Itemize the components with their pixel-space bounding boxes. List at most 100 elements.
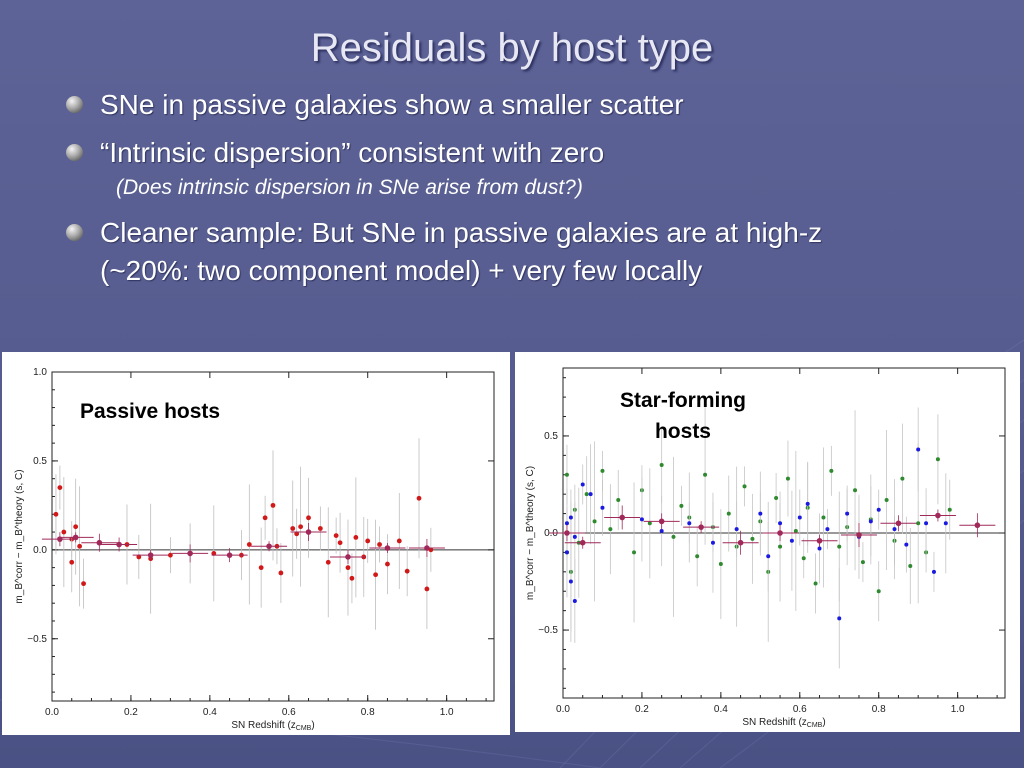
- starforming-green-point: [793, 529, 798, 534]
- starforming-blue-point: [924, 521, 929, 526]
- binned-mean-point: [116, 541, 122, 548]
- starforming-blue-point: [588, 492, 593, 497]
- starforming-blue-point: [904, 542, 909, 547]
- starforming-green-point: [584, 492, 589, 497]
- passive-data-point: [428, 547, 434, 553]
- x-tick-label: 0.0: [45, 707, 59, 718]
- starforming-green-point: [860, 560, 865, 565]
- bullet-sphere-icon: [66, 224, 83, 241]
- starforming-blue-point: [837, 616, 842, 621]
- y-axis-label: m_B^corr − m_B^theory (s, C): [525, 466, 536, 600]
- passive-data-point: [377, 542, 382, 547]
- starforming-green-point: [742, 484, 747, 489]
- x-axis-label: SN Redshift (zCMB): [231, 720, 314, 732]
- bullet-subnote: (Does intrinsic dispersion in SNe arise …: [116, 176, 583, 199]
- starforming-blue-point: [568, 515, 573, 520]
- binned-mean-point: [658, 518, 665, 525]
- passive-data-point: [385, 561, 390, 567]
- binned-mean-point: [564, 530, 570, 536]
- starforming-blue-point: [825, 527, 830, 532]
- bullet-text: “Intrinsic dispersion” consistent with z…: [100, 137, 605, 168]
- starforming-blue-point: [943, 521, 948, 526]
- starforming-blue-point: [600, 505, 605, 510]
- starforming-blue-point: [868, 519, 873, 524]
- passive-data-point: [136, 554, 142, 560]
- bullet-text: Cleaner sample: But SNe in passive galax…: [100, 217, 823, 248]
- x-tick-label: 0.8: [361, 707, 375, 718]
- passive-data-point: [416, 495, 422, 501]
- passive-data-point: [258, 565, 264, 571]
- starforming-green-point: [718, 562, 723, 567]
- passive-data-point: [73, 524, 79, 530]
- passive-data-point: [294, 531, 300, 537]
- y-tick-label: 0.0: [33, 545, 47, 556]
- starforming-blue-point: [639, 517, 644, 522]
- y-axis-label: m_B^corr − m_B^theory (s, C): [14, 469, 25, 603]
- passive-data-point: [345, 565, 351, 571]
- starforming-blue-point: [931, 569, 936, 574]
- starforming-green-point: [876, 589, 881, 594]
- passive-data-point: [349, 575, 355, 581]
- passive-data-point: [167, 552, 173, 558]
- binned-mean-point: [424, 545, 430, 551]
- starforming-green-point: [853, 488, 858, 493]
- starforming-blue-point: [572, 598, 577, 603]
- starforming-green-point: [679, 503, 684, 508]
- passive-data-point: [81, 581, 86, 587]
- passive-data-point: [270, 502, 276, 508]
- binned-mean-point: [895, 520, 902, 527]
- starforming-green-point: [750, 536, 755, 541]
- binned-mean-point: [96, 539, 103, 546]
- starforming-green-point: [821, 515, 826, 520]
- starforming-green-point: [703, 472, 708, 477]
- x-tick-label: 0.2: [124, 707, 138, 718]
- panel-title-label: hosts: [655, 420, 711, 443]
- binned-mean-point: [856, 532, 862, 538]
- binned-mean-point: [345, 554, 351, 560]
- passive-data-point: [69, 559, 75, 565]
- starforming-green-point: [695, 554, 700, 559]
- plot-frame: [51, 371, 495, 702]
- passive-data-point: [57, 485, 63, 490]
- binned-mean-point: [777, 530, 783, 536]
- bullet-sphere-icon: [66, 96, 83, 113]
- starforming-green-point: [829, 468, 834, 473]
- starforming-blue-point: [564, 550, 569, 555]
- starforming-chart-panel: 0.0 0.2 0.4 0.6 0.8 1.0 0.5 0.0 −0.5 SN Redshift …: [515, 352, 1020, 732]
- passive-data-point: [404, 568, 410, 574]
- passive-data-point: [353, 534, 359, 540]
- starforming-blue-point: [805, 501, 810, 506]
- starforming-green-point: [647, 521, 652, 526]
- binned-mean-point: [974, 522, 981, 529]
- starforming-green-point: [947, 507, 952, 512]
- starforming-hosts-chart: 0.0 0.2 0.4 0.6 0.8 1.00.50.0−0.5SN Redshift …: [525, 367, 1006, 729]
- starforming-green-point: [813, 581, 818, 586]
- starforming-blue-point: [817, 546, 822, 551]
- binned-mean-point: [579, 539, 586, 546]
- x-tick-label: 0.6: [793, 704, 807, 715]
- passive-data-point: [396, 538, 402, 544]
- passive-chart-panel: 0.0 0.2 0.4 0.6 0.8 1.0 1.0 0.5 0.0 −0.5 SN Redshi…: [2, 352, 510, 735]
- passive-data-point: [333, 533, 339, 539]
- binned-mean-point: [384, 545, 391, 551]
- passive-data-point: [373, 572, 379, 578]
- starforming-green-point: [659, 463, 664, 468]
- starforming-blue-point: [568, 579, 573, 584]
- starforming-blue-point: [789, 538, 794, 543]
- starforming-blue-point: [876, 507, 881, 512]
- starforming-blue-point: [580, 482, 585, 487]
- binned-mean-point: [816, 537, 823, 544]
- bullet-text: SNe in passive galaxies show a smaller s…: [100, 89, 684, 120]
- passive-data-point: [77, 543, 83, 549]
- passive-hosts-chart: 0.0 0.2 0.4 0.6 0.8 1.0 1.0 0.5 0.0 −0.5 SN Redshi…: [14, 367, 495, 732]
- passive-data-point: [306, 515, 311, 521]
- starforming-green-point: [801, 556, 806, 561]
- bullet-text-continued: (~20%: two component model) + very few l…: [100, 255, 703, 286]
- binned-mean-point: [619, 514, 625, 521]
- x-tick-label: 0.8: [872, 704, 886, 715]
- x-axis-label: SN Redshift (zCMB): [742, 717, 825, 729]
- starforming-green-point: [616, 498, 621, 502]
- x-tick-label: 1.0: [951, 704, 965, 715]
- starforming-green-point: [671, 534, 676, 539]
- binned-mean-point: [226, 552, 233, 558]
